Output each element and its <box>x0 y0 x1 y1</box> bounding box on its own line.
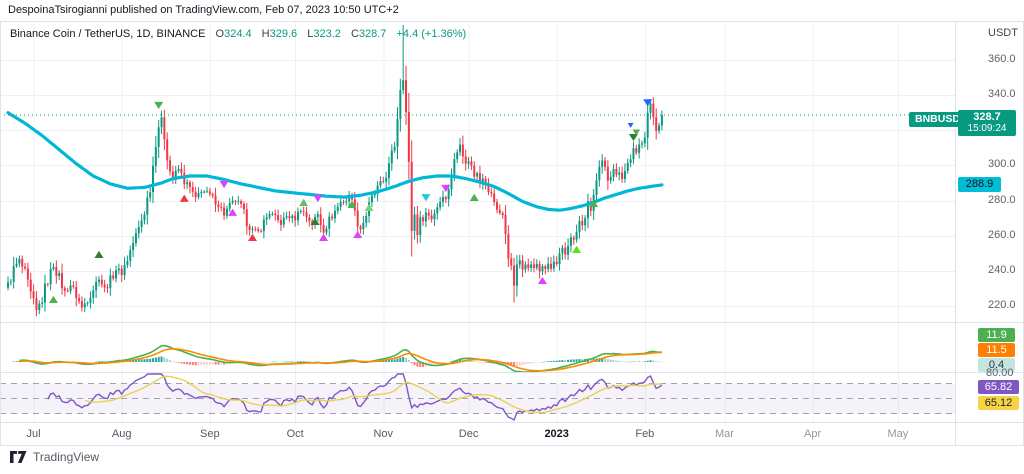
close-label: C <box>350 28 359 40</box>
indicator-value-badge: 11.9 <box>978 328 1015 342</box>
marker-up-triangle <box>299 198 309 207</box>
marker-down-triangle <box>643 99 653 107</box>
ma-line <box>6 111 664 212</box>
price-tick-label: 340.0 <box>988 88 1016 101</box>
marker-down-triangle <box>628 133 638 142</box>
marker-up-triangle <box>319 233 329 242</box>
time-tick-label: Dec <box>458 428 479 440</box>
marker-up-triangle <box>48 295 58 304</box>
marker-down-triangle <box>421 194 431 202</box>
marker-up-triangle <box>310 217 320 226</box>
indicator-value-badge: 11.5 <box>978 343 1015 357</box>
rsi-ma-line <box>84 375 662 414</box>
indicator-value-badge: 65.12 <box>978 396 1019 410</box>
marker-up-triangle <box>589 199 599 207</box>
high-label: H <box>261 28 270 40</box>
high-value: 329.6 <box>269 28 298 40</box>
price-tick-label: 360.0 <box>988 53 1016 66</box>
time-tick-label: Oct <box>286 428 304 440</box>
quote-currency-label: USDT <box>988 27 1018 39</box>
close-value: 328.7 <box>358 28 387 40</box>
rsi-pane <box>47 373 663 421</box>
price-tick-label: 280.0 <box>988 193 1016 206</box>
price-pane <box>6 24 664 317</box>
marker-up-triangle <box>364 203 374 211</box>
marker-down-triangle <box>632 129 641 136</box>
time-tick-label: Aug <box>111 428 132 440</box>
marker-up-triangle <box>347 200 357 208</box>
pane-separators <box>0 21 1024 446</box>
rsi-line <box>47 373 663 421</box>
signal-markers <box>48 99 653 304</box>
time-tick-label: Mar <box>714 428 734 440</box>
tradingview-footer: TradingView <box>10 450 99 464</box>
time-tick-label: Sep <box>200 428 220 440</box>
time-tick-label: Nov <box>373 428 394 440</box>
low-value: 323.2 <box>313 28 341 40</box>
marker-up-triangle <box>94 250 104 259</box>
marker-up-triangle <box>572 245 582 253</box>
marker-up-triangle <box>247 233 257 242</box>
low-label: L <box>307 28 314 40</box>
price-tick-label: 260.0 <box>988 228 1016 241</box>
marker-up-triangle <box>179 194 189 202</box>
rsi-axis-label: 80.00 <box>986 367 1014 379</box>
macd-signal-line <box>19 348 662 372</box>
macd-pane <box>12 344 663 372</box>
time-tick-label: Apr <box>804 428 822 440</box>
last-price-value: 328.7 <box>973 111 1001 123</box>
macd-line <box>19 344 662 372</box>
last-price-badge: 328.7 15:09:24 <box>958 110 1016 136</box>
ma-value-badge: 288.9 <box>958 177 1001 192</box>
marker-up-triangle <box>228 208 238 216</box>
marker-up-triangle <box>469 193 479 201</box>
bar-countdown: 15:09:24 <box>967 123 1007 134</box>
time-tick-label: Feb <box>635 428 655 440</box>
marker-down-triangle <box>441 184 451 193</box>
time-tick-label: Jul <box>26 428 41 440</box>
symbol-badge: BNBUSDT <box>909 112 973 127</box>
marker-up-triangle <box>353 230 363 239</box>
tradingview-brand-text[interactable]: TradingView <box>33 450 100 464</box>
time-tick-label: May <box>887 428 909 440</box>
time-tick-label: 2023 <box>544 428 569 440</box>
price-tick-label: 220.0 <box>988 299 1016 311</box>
marker-down-triangle <box>154 101 164 110</box>
open-value: 324.4 <box>224 28 252 40</box>
marker-down-triangle <box>627 123 634 128</box>
marker-up-triangle <box>537 276 547 285</box>
open-label: O <box>215 28 225 40</box>
marker-down-triangle <box>219 180 229 189</box>
tradingview-logo-icon[interactable] <box>10 451 27 463</box>
price-tick-label: 240.0 <box>988 263 1016 276</box>
change-value: +4.4 (+1.36%) <box>396 28 467 40</box>
marker-down-triangle <box>313 194 323 203</box>
publication-caption: DespoinaTsirogianni published on Trading… <box>8 4 399 16</box>
price-tick-label: 300.0 <box>988 158 1016 171</box>
symbol-title[interactable]: Binance Coin / TetherUS, 1D, BINANCE <box>10 28 206 40</box>
indicator-value-badge: 65.82 <box>978 380 1019 394</box>
chart-legend[interactable]: Binance Coin / TetherUS, 1D, BINANCE O32… <box>10 28 466 40</box>
indicator-value-badge: 0.4 <box>978 358 1015 372</box>
